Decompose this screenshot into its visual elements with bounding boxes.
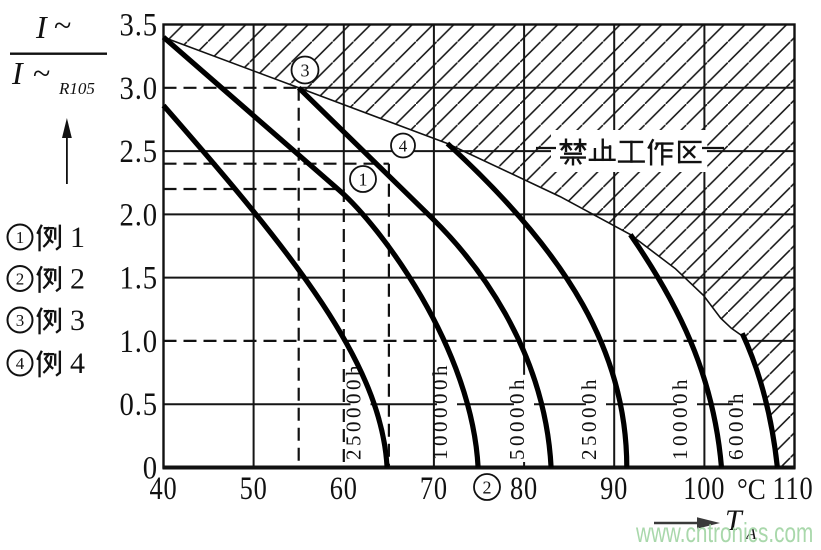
svg-text:1.0: 1.0: [120, 322, 158, 359]
svg-text:50: 50: [240, 470, 268, 506]
svg-text:70: 70: [420, 470, 448, 506]
svg-text:3: 3: [301, 61, 310, 81]
svg-text:1.5: 1.5: [120, 259, 158, 296]
svg-text:40: 40: [150, 470, 178, 506]
svg-text:6000h: 6000h: [724, 390, 748, 460]
svg-text:60: 60: [330, 470, 358, 506]
svg-text:A: A: [745, 524, 757, 543]
svg-text:10000h: 10000h: [668, 376, 692, 460]
svg-text:3: 3: [70, 304, 85, 337]
svg-text:1: 1: [16, 228, 25, 247]
svg-text:www.cntronics.com: www.cntronics.com: [635, 518, 813, 549]
svg-text:25000h: 25000h: [577, 376, 601, 460]
svg-text:1: 1: [70, 221, 85, 254]
svg-text:2.0: 2.0: [120, 196, 158, 233]
svg-text:50000h: 50000h: [505, 376, 529, 460]
svg-text:110: 110: [772, 470, 813, 506]
svg-text:100: 100: [683, 470, 725, 506]
svg-text:°C: °C: [737, 474, 766, 507]
svg-text:2: 2: [16, 270, 25, 289]
svg-text:2: 2: [483, 478, 492, 498]
svg-text:0.5: 0.5: [120, 385, 158, 422]
svg-text:4: 4: [70, 347, 85, 380]
svg-text:3.5: 3.5: [120, 6, 158, 43]
svg-text:80: 80: [510, 470, 538, 506]
svg-text:T: T: [725, 504, 744, 537]
svg-text:R105: R105: [58, 79, 95, 98]
svg-text:3.0: 3.0: [120, 69, 158, 106]
svg-text:0: 0: [143, 449, 158, 486]
svg-text:4: 4: [399, 137, 408, 156]
svg-text:~: ~: [54, 7, 71, 43]
svg-text:4: 4: [16, 354, 25, 373]
svg-text:2: 2: [70, 263, 85, 296]
svg-text:~: ~: [33, 55, 50, 91]
svg-text:I: I: [35, 9, 48, 45]
svg-text:1: 1: [359, 170, 368, 190]
svg-text:100000h: 100000h: [428, 362, 452, 460]
svg-text:2.5: 2.5: [120, 132, 158, 169]
svg-text:I: I: [11, 55, 24, 91]
svg-text:90: 90: [600, 470, 628, 506]
svg-text:3: 3: [16, 311, 25, 330]
